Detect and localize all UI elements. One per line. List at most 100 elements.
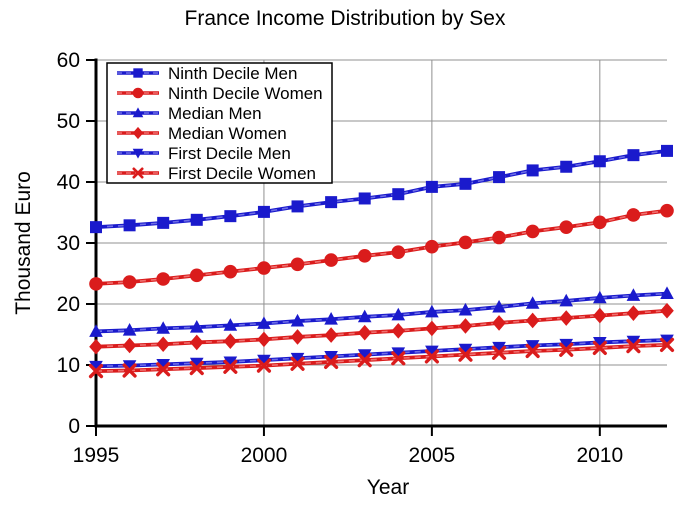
marker-triangle-up	[425, 304, 439, 318]
legend-box	[106, 62, 333, 184]
marker-x	[525, 343, 540, 359]
marker-square	[627, 149, 640, 162]
marker-triangle-up	[660, 286, 674, 300]
marker-circle	[132, 87, 144, 99]
marker-square	[257, 205, 270, 218]
marker-circle	[156, 272, 170, 286]
y-tick-label: 0	[68, 415, 80, 438]
marker-diamond	[492, 315, 506, 331]
marker-circle	[559, 220, 574, 234]
marker-x	[592, 340, 607, 356]
legend-entry: First Decile Women	[117, 164, 316, 183]
marker-diamond	[357, 324, 372, 341]
marker-diamond	[324, 327, 338, 343]
marker-x	[659, 337, 675, 352]
marker-square	[291, 200, 304, 213]
legend-entry: Median Men	[117, 104, 262, 123]
marker-circle	[425, 239, 439, 254]
marker-triangle-down	[122, 360, 137, 373]
marker-circle	[290, 257, 305, 272]
series-median-men	[89, 286, 674, 337]
marker-triangle-down	[189, 357, 204, 371]
marker-x	[88, 364, 104, 379]
marker-circle	[257, 261, 271, 275]
marker-circle	[324, 253, 338, 267]
marker-square	[593, 155, 606, 168]
marker-x	[626, 338, 641, 354]
marker-triangle-up	[559, 293, 574, 307]
marker-diamond	[257, 331, 271, 348]
marker-x	[132, 167, 144, 179]
marker-triangle-up	[189, 319, 204, 333]
marker-triangle-down	[156, 358, 170, 372]
marker-square	[358, 192, 371, 205]
chart-title: France Income Distribution by Sex	[185, 7, 506, 30]
marker-circle	[525, 224, 540, 239]
marker-x	[491, 345, 507, 360]
marker-square	[560, 160, 573, 173]
marker-diamond	[458, 318, 473, 334]
marker-square	[190, 213, 203, 226]
marker-triangle-down	[132, 148, 144, 159]
x-tick-label: 2000	[241, 444, 288, 467]
marker-circle	[89, 277, 103, 291]
y-tick-label: 40	[57, 171, 80, 194]
marker-circle	[458, 235, 473, 250]
marker-x	[324, 354, 339, 370]
x-tick-label: 2005	[409, 444, 456, 467]
marker-triangle-up	[290, 313, 305, 327]
marker-triangle-up	[156, 321, 170, 334]
y-tick-label: 20	[57, 293, 80, 316]
marker-x	[189, 360, 204, 376]
series-line-dash-overlay	[95, 150, 668, 228]
marker-circle	[593, 215, 607, 230]
marker-square	[157, 216, 170, 229]
marker-diamond	[223, 333, 238, 350]
marker-triangle-down	[89, 360, 103, 374]
series-line-dash-overlay	[95, 209, 668, 285]
x-tick-label: 1995	[73, 444, 120, 467]
marker-triangle-up	[132, 107, 144, 118]
marker-triangle-up	[525, 296, 540, 309]
series-line-dash-overlay	[95, 292, 668, 333]
marker-triangle-up	[257, 316, 271, 329]
legend-label: Median Women	[168, 124, 287, 143]
marker-square	[123, 219, 136, 232]
marker-square	[459, 177, 472, 190]
marker-triangle-up	[458, 302, 473, 316]
marker-triangle-up	[324, 312, 338, 325]
marker-triangle-down	[626, 335, 641, 349]
marker-square	[325, 196, 338, 209]
marker-diamond	[156, 336, 170, 353]
marker-circle	[391, 245, 406, 259]
marker-triangle-down	[425, 345, 439, 359]
legend-label: First Decile Women	[168, 164, 316, 183]
legend-label: Median Men	[168, 104, 262, 123]
y-tick-label: 10	[57, 354, 80, 377]
marker-square	[661, 144, 673, 157]
series-ninth-decile-men	[90, 144, 673, 234]
marker-x	[357, 353, 372, 368]
marker-square	[392, 188, 405, 201]
marker-triangle-down	[223, 356, 238, 370]
marker-triangle-up	[593, 290, 607, 304]
marker-x	[156, 362, 171, 377]
marker-triangle-up	[223, 318, 238, 331]
marker-square	[90, 221, 102, 234]
series-line-dash-overlay	[95, 344, 668, 372]
marker-triangle-up	[122, 323, 137, 336]
marker-diamond	[290, 329, 305, 345]
marker-diamond	[660, 302, 674, 319]
marker-triangle-up	[357, 309, 372, 323]
marker-triangle-down	[660, 334, 674, 348]
marker-x	[122, 363, 137, 378]
marker-triangle-down	[492, 341, 506, 355]
series-ninth-decile-women	[89, 203, 674, 291]
marker-circle	[122, 275, 137, 289]
marker-circle	[357, 249, 372, 263]
legend-label: Ninth Decile Women	[168, 84, 323, 103]
y-axis-label: Thousand Euro	[12, 171, 35, 315]
x-axis-label: Year	[367, 476, 409, 499]
